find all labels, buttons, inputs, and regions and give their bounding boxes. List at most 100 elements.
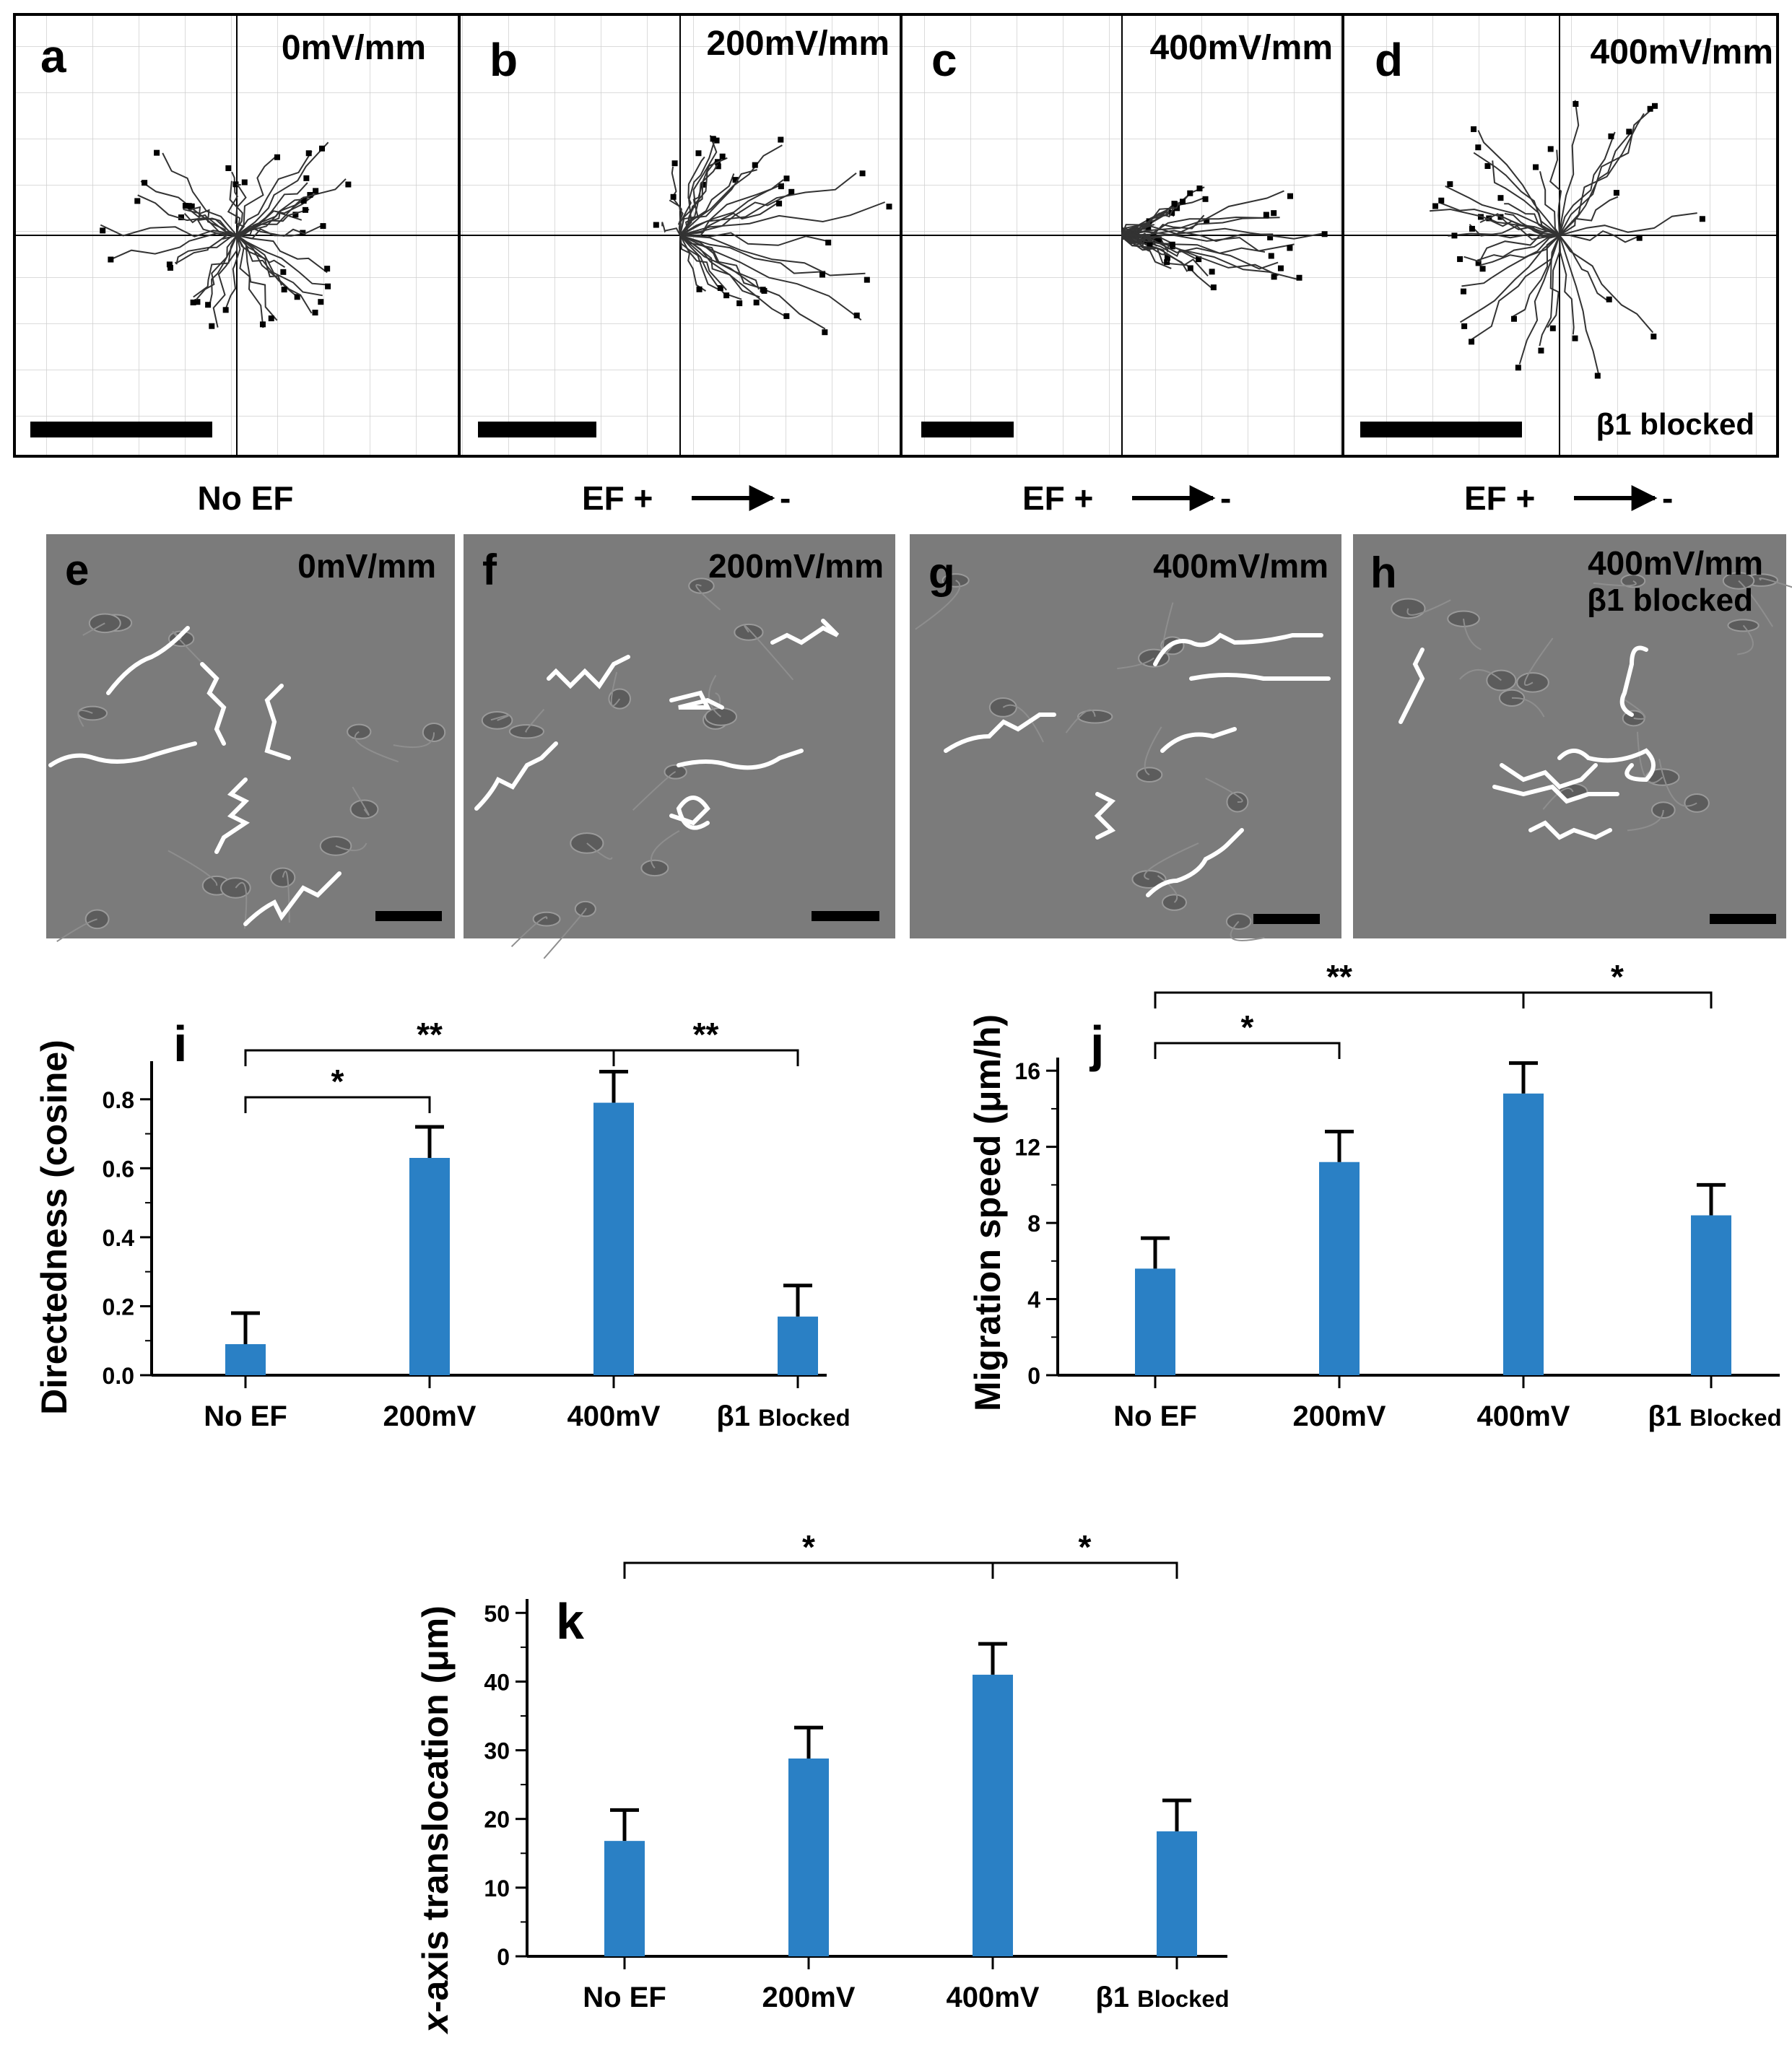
polarity-minus: - <box>1662 479 1673 517</box>
cell-process <box>525 708 545 733</box>
cell-trajectory <box>1504 203 1560 236</box>
trajectory-tracks <box>1430 100 1705 379</box>
micrograph-panel-e: e 0mV/mm <box>46 534 455 943</box>
trajectory-endpoint <box>325 283 331 289</box>
cell-process <box>1459 669 1502 681</box>
trajectory-endpoint <box>1263 212 1269 218</box>
cell-trajectory <box>1121 216 1269 238</box>
micrograph-panel-h: h 400mV/mm β1 blocked <box>1353 534 1792 938</box>
cell-process <box>1463 619 1482 650</box>
trajectory-panels: a 0mV/mm b 200mV/mm c 400mV/mm <box>13 13 1779 458</box>
trajectory-endpoint <box>1202 196 1209 202</box>
trajectory-endpoint <box>717 285 723 292</box>
cell-tracks <box>474 619 840 830</box>
cell-trajectory <box>679 169 757 236</box>
trajectory-endpoint <box>1461 323 1468 329</box>
condition-label-d: EF + <box>1464 479 1535 517</box>
significance-label: * <box>1611 958 1624 995</box>
significance-label: * <box>1079 1528 1092 1566</box>
trajectory-endpoint <box>154 149 160 156</box>
y-tick-label: 0.4 <box>103 1225 135 1251</box>
trajectory-endpoint <box>853 313 860 319</box>
cell-trajectory <box>679 232 830 246</box>
trajectory-endpoint <box>732 177 739 183</box>
trajectory-endpoint <box>696 286 703 292</box>
significance-label: * <box>1241 1008 1254 1046</box>
trajectory-endpoint <box>1171 201 1178 207</box>
trajectory-endpoint <box>825 239 832 245</box>
cell-trajectory <box>100 224 238 238</box>
x-tick-label: β1 Blocked <box>1648 1400 1781 1432</box>
significance-bracket <box>244 1096 431 1113</box>
panel-letter: a <box>40 30 66 82</box>
cell-trajectory <box>1121 190 1284 236</box>
trajectory-endpoint <box>294 294 300 300</box>
x-tick-label: 400mV <box>1477 1400 1570 1432</box>
panel-letter: h <box>1370 549 1397 597</box>
x-tick-label: β1 Blocked <box>716 1400 850 1432</box>
trajectory-endpoint <box>723 292 730 299</box>
trajectory-endpoint <box>822 329 828 336</box>
scale-bar <box>1710 914 1776 924</box>
trajectory-endpoint <box>1626 128 1632 135</box>
trajectory-endpoint <box>788 188 795 195</box>
cell-trajectory <box>1121 211 1175 236</box>
cell-process <box>1065 709 1096 733</box>
trajectory-endpoint <box>313 188 319 194</box>
micrograph-panel-g: g 400mV/mm <box>910 534 1341 941</box>
significance-bracket <box>1154 1042 1341 1059</box>
trajectory-endpoint <box>1432 203 1439 209</box>
cell-trajectory <box>1461 235 1560 287</box>
cell-trajectory <box>679 235 826 274</box>
cell-trajectory <box>679 235 707 292</box>
cell-trajectory <box>1539 171 1560 236</box>
panel-letter: k <box>556 1593 584 1650</box>
trajectory-endpoint <box>1196 186 1203 192</box>
treatment-label: β1 blocked <box>1587 583 1753 618</box>
cell-trajectory <box>235 184 247 236</box>
trajectory-endpoint <box>300 198 307 204</box>
cell-trajectory <box>679 235 790 319</box>
trajectory-endpoint <box>1277 265 1284 271</box>
cell-trajectory <box>193 235 238 298</box>
cell-process <box>1144 842 1199 881</box>
y-tick-label: 40 <box>484 1669 510 1695</box>
cell-trajectory <box>183 213 238 240</box>
trajectory-endpoint <box>859 170 866 177</box>
trajectory-endpoint <box>241 179 248 186</box>
trajectory-endpoint <box>324 266 331 272</box>
cell-process <box>651 830 680 869</box>
x-tick-label: No EF <box>204 1400 287 1432</box>
trajectory-endpoint <box>1296 274 1302 281</box>
trajectory-endpoint <box>1451 232 1458 239</box>
bar <box>225 1344 266 1375</box>
trajectory-endpoint <box>1321 231 1328 238</box>
trajectory-endpoint <box>1155 236 1162 243</box>
cell-trajectory <box>1445 186 1560 236</box>
cell-process <box>1144 726 1162 776</box>
trajectory-endpoint <box>1515 365 1521 371</box>
cell-trajectory <box>679 157 728 236</box>
cell-process <box>1511 697 1545 718</box>
cell-trajectory <box>236 150 313 236</box>
trajectory-endpoint <box>320 223 326 230</box>
cell-trajectory <box>1473 152 1560 236</box>
cell-process <box>632 771 677 811</box>
trajectory-panel-c: c 400mV/mm <box>901 16 1343 455</box>
trajectory-endpoint <box>1647 105 1653 112</box>
cell-trajectory <box>236 235 282 286</box>
polarity-minus: - <box>780 479 791 517</box>
x-tick-label: β1 Blocked <box>1095 1982 1229 2013</box>
cell-trajectory <box>1439 201 1560 236</box>
treatment-label: β1 blocked <box>1596 407 1754 441</box>
y-tick-label: 30 <box>484 1738 510 1764</box>
trajectory-endpoint <box>1652 103 1658 109</box>
cell-trajectory <box>236 235 286 269</box>
trajectory-endpoint <box>281 287 287 293</box>
cell-trajectory <box>236 235 323 297</box>
panel-letter: b <box>490 34 518 86</box>
trajectory-endpoint <box>783 175 790 182</box>
cell-trajectory <box>227 171 241 236</box>
field-strength-label: 400mV/mm <box>1588 544 1763 582</box>
